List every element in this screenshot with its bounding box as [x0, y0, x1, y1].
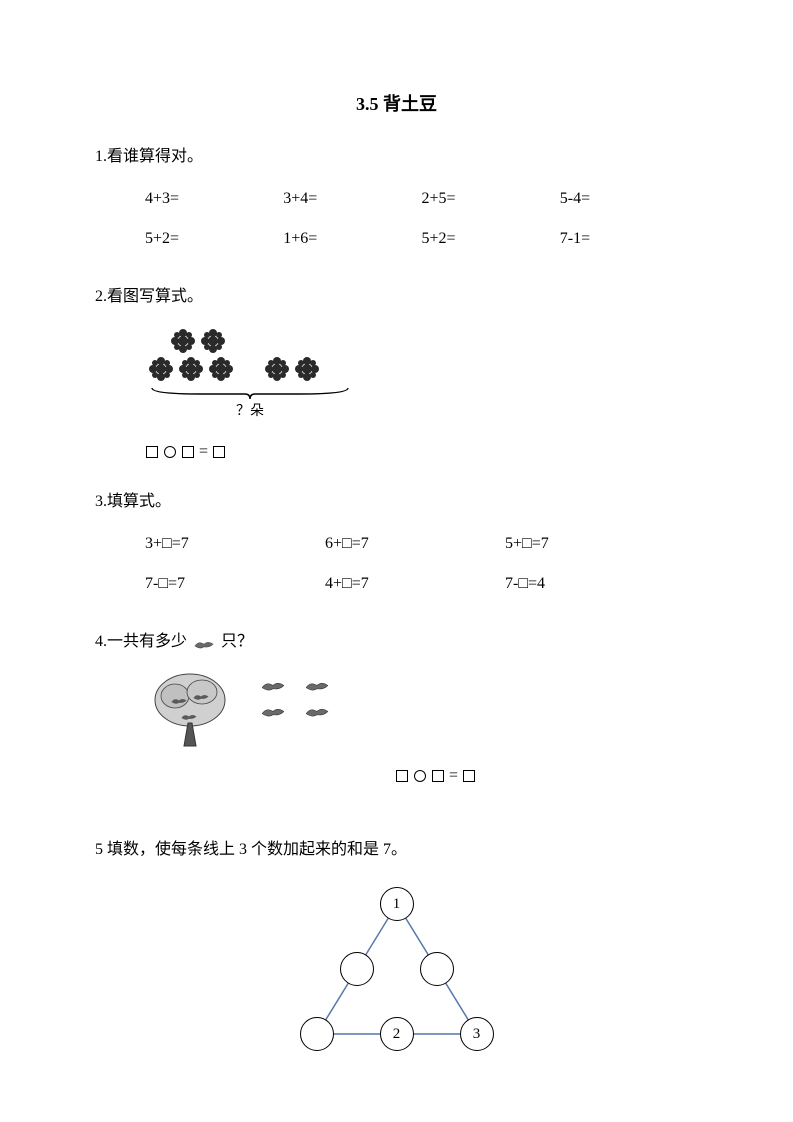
bird-icon	[192, 684, 210, 698]
node-bot-right: 3	[460, 1017, 494, 1051]
q2-figure: ？朵	[150, 328, 380, 426]
bird-icon	[193, 634, 215, 650]
blank-box	[182, 446, 194, 458]
node-mid-right	[420, 952, 454, 986]
q3-r1-c2: 6+□=7	[325, 528, 505, 560]
q1-r1-c3: 2+5=	[422, 183, 560, 215]
q2-equation: =	[95, 436, 698, 468]
flower-icon	[266, 358, 288, 380]
bird-icon	[260, 676, 286, 694]
q1-r1-c2: 3+4=	[283, 183, 421, 215]
q4-prompt-post: 只？	[221, 633, 253, 650]
q1-r2-c4: 7-1=	[560, 223, 698, 255]
eq-sign: =	[199, 443, 208, 460]
flower-icon	[180, 358, 202, 380]
blank-box	[432, 770, 444, 782]
q4-prompt-pre: 4.一共有多少	[95, 633, 187, 650]
blank-box	[213, 446, 225, 458]
bird-icon	[304, 676, 330, 694]
question-4: 4.一共有多少 只？ =	[95, 626, 698, 792]
flower-icon	[296, 358, 318, 380]
blank-box	[396, 770, 408, 782]
q1-r1-c1: 4+3=	[145, 183, 283, 215]
q3-r1-c3: 5+□=7	[505, 528, 685, 560]
q3-row-2: 7-□=7 4+□=7 7-□=4	[95, 568, 698, 600]
node-mid-left	[340, 952, 374, 986]
q3-r2-c3: 7-□=4	[505, 568, 685, 600]
q1-r2-c2: 1+6=	[283, 223, 421, 255]
q1-row-1: 4+3= 3+4= 2+5= 5-4=	[95, 183, 698, 215]
q3-r2-c1: 7-□=7	[145, 568, 325, 600]
node-bot-mid: 2	[380, 1017, 414, 1051]
bird-icon	[180, 704, 198, 718]
triangle-puzzle: 1 2 3	[282, 884, 512, 1064]
q4-prompt: 4.一共有多少 只？	[95, 626, 698, 658]
q2-prompt: 2.看图写算式。	[95, 281, 698, 313]
blank-box	[146, 446, 158, 458]
q3-r1-c1: 3+□=7	[145, 528, 325, 560]
q4-equation: =	[395, 760, 698, 792]
q5-prompt: 5 填数，使每条线上 3 个数加起来的和是 7。	[95, 834, 698, 866]
q1-prompt: 1.看谁算得对。	[95, 141, 698, 173]
question-5: 5 填数，使每条线上 3 个数加起来的和是 7。 1 2 3	[95, 834, 698, 1064]
q1-r2-c3: 5+2=	[422, 223, 560, 255]
q3-row-1: 3+□=7 6+□=7 5+□=7	[95, 528, 698, 560]
q3-r2-c2: 4+□=7	[325, 568, 505, 600]
node-bot-left	[300, 1017, 334, 1051]
bird-icon	[170, 688, 188, 702]
tree-with-birds	[150, 668, 240, 748]
node-top: 1	[380, 887, 414, 921]
flower-icon	[150, 358, 172, 380]
question-1: 1.看谁算得对。 4+3= 3+4= 2+5= 5-4= 5+2= 1+6= 5…	[95, 141, 698, 255]
question-3: 3.填算式。 3+□=7 6+□=7 5+□=7 7-□=7 4+□=7 7-□…	[95, 486, 698, 600]
q2-brace-label: ？朵	[150, 398, 350, 426]
flower-icon	[210, 358, 232, 380]
bird-icon	[304, 702, 330, 720]
q1-r2-c1: 5+2=	[145, 223, 283, 255]
q1-row-2: 5+2= 1+6= 5+2= 7-1=	[95, 223, 698, 255]
q3-prompt: 3.填算式。	[95, 486, 698, 518]
blank-circle	[164, 446, 176, 458]
blank-box	[463, 770, 475, 782]
blank-circle	[414, 770, 426, 782]
bird-icon	[260, 702, 286, 720]
flying-birds	[260, 676, 334, 720]
flower-icon	[202, 330, 224, 352]
flower-icon	[172, 330, 194, 352]
q4-figure	[150, 668, 698, 748]
question-2: 2.看图写算式。 ？朵 =	[95, 281, 698, 468]
eq-sign: =	[449, 767, 458, 784]
q1-r1-c4: 5-4=	[560, 183, 698, 215]
page-title: 3.5 背土豆	[95, 90, 698, 116]
